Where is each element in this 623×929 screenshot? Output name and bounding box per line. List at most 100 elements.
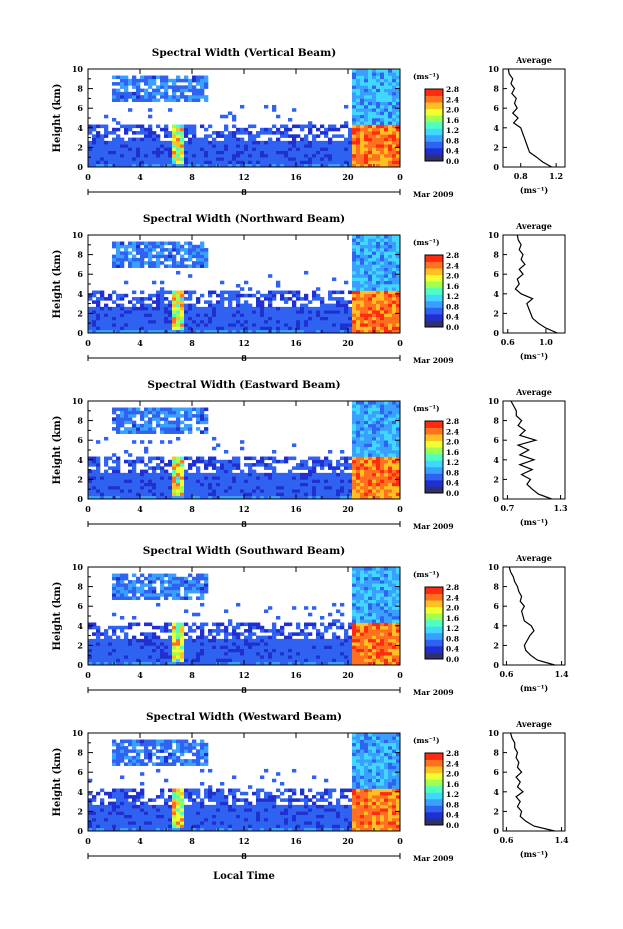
heatmap-cell [244,157,249,161]
heatmap-cell [352,306,357,311]
heatmap-cell [136,264,141,268]
heatmap-cell [256,306,261,311]
heatmap-cell [288,163,293,168]
heatmap-cell [364,492,369,497]
heatmap-cell [136,140,141,145]
heatmap-cell [112,469,117,474]
heatmap-cell [264,479,269,483]
heatmap-cell [160,651,165,656]
heatmap-cell [112,244,117,249]
heatmap-cell [140,137,145,142]
heatmap-cell [88,297,93,301]
heatmap-cell [388,248,393,252]
heatmap-cell [180,648,185,653]
heatmap-cell [384,316,389,321]
heatmap-cell [284,153,289,158]
heatmap-cell [96,147,101,151]
heatmap-cell [252,134,257,138]
heatmap-cell [212,638,217,643]
heatmap-cell [388,287,393,291]
heatmap-cell [140,580,145,584]
x-tick-label: 12 [238,504,249,514]
heatmap-cell [384,244,389,249]
heatmap-cell [344,661,349,666]
heatmap-cell [188,95,193,99]
heatmap-cell [392,313,397,317]
heatmap-cell [380,436,385,441]
heatmap-cell [228,645,233,649]
heatmap-cell [232,482,237,487]
heatmap-cell [188,257,193,262]
heatmap-cell [292,661,297,666]
heatmap-cell [388,114,393,119]
heatmap-cell [360,436,365,441]
heatmap-cell [148,635,153,640]
heatmap-cell [220,472,225,477]
heatmap-cell [212,131,217,135]
heatmap-cell [344,137,349,142]
heatmap-cell [264,104,269,109]
heatmap-cell [136,316,141,321]
heatmap-cell [308,127,313,132]
heatmap-cell [248,463,253,467]
heatmap-cell [140,485,145,490]
heatmap-cell [300,479,305,483]
heatmap-cell [152,280,157,285]
heatmap-cell [228,326,233,331]
heatmap-cell [124,638,129,643]
heatmap-cell [360,420,365,425]
heatmap-cell [264,147,269,151]
heatmap-cell [344,485,349,490]
heatmap-cell [352,140,357,145]
heatmap-cell [380,479,385,483]
heatmap-cell [336,329,341,334]
heatmap-cell [216,642,221,646]
heatmap-cell [144,140,149,145]
heatmap-cell [368,414,373,418]
heatmap-cell [88,459,93,464]
heatmap-cell [120,257,125,262]
heatmap-cell [92,293,97,298]
heatmap-cell [156,85,161,89]
heatmap-cell [152,293,157,298]
heatmap-cell [144,642,149,646]
heatmap-cell [324,476,329,480]
heatmap-cell [236,476,241,480]
heatmap-cell [120,476,125,480]
heatmap-cell [384,72,389,76]
heatmap-cell [176,270,181,275]
heatmap-cell [376,414,381,418]
heatmap-cell [336,472,341,477]
heatmap-cell [168,583,173,587]
heatmap-cell [112,629,117,633]
heatmap-cell [108,489,113,493]
heatmap-cell [164,638,169,643]
heatmap-cell [136,241,141,246]
heatmap-cell [300,472,305,477]
heatmap-cell [276,629,281,633]
heatmap-cell [172,586,177,591]
heatmap-cell [224,651,229,656]
heatmap-cell [140,651,145,656]
heatmap-cell [224,127,229,132]
heatmap-cell [168,635,173,640]
heatmap-cell [256,459,261,464]
heatmap-cell [360,88,365,93]
heatmap-cell [268,303,273,308]
heatmap-cell [368,150,373,155]
heatmap-cell [232,658,237,663]
heatmap-cell [144,95,149,99]
heatmap-cell [296,632,301,636]
profile-y-tick-label: 4 [493,123,499,133]
heatmap-cell [148,310,153,314]
heatmap-cell [112,160,117,165]
heatmap-cell [148,157,153,161]
heatmap-cell [280,482,285,487]
colorbar-tick-label: 2.8 [446,85,459,94]
heatmap-cell [96,323,101,327]
heatmap-cell [348,300,353,304]
y-axis-label: Height (km) [52,250,63,319]
heatmap-cell [264,482,269,487]
heatmap-cell [204,655,209,659]
heatmap-cell [360,407,365,412]
